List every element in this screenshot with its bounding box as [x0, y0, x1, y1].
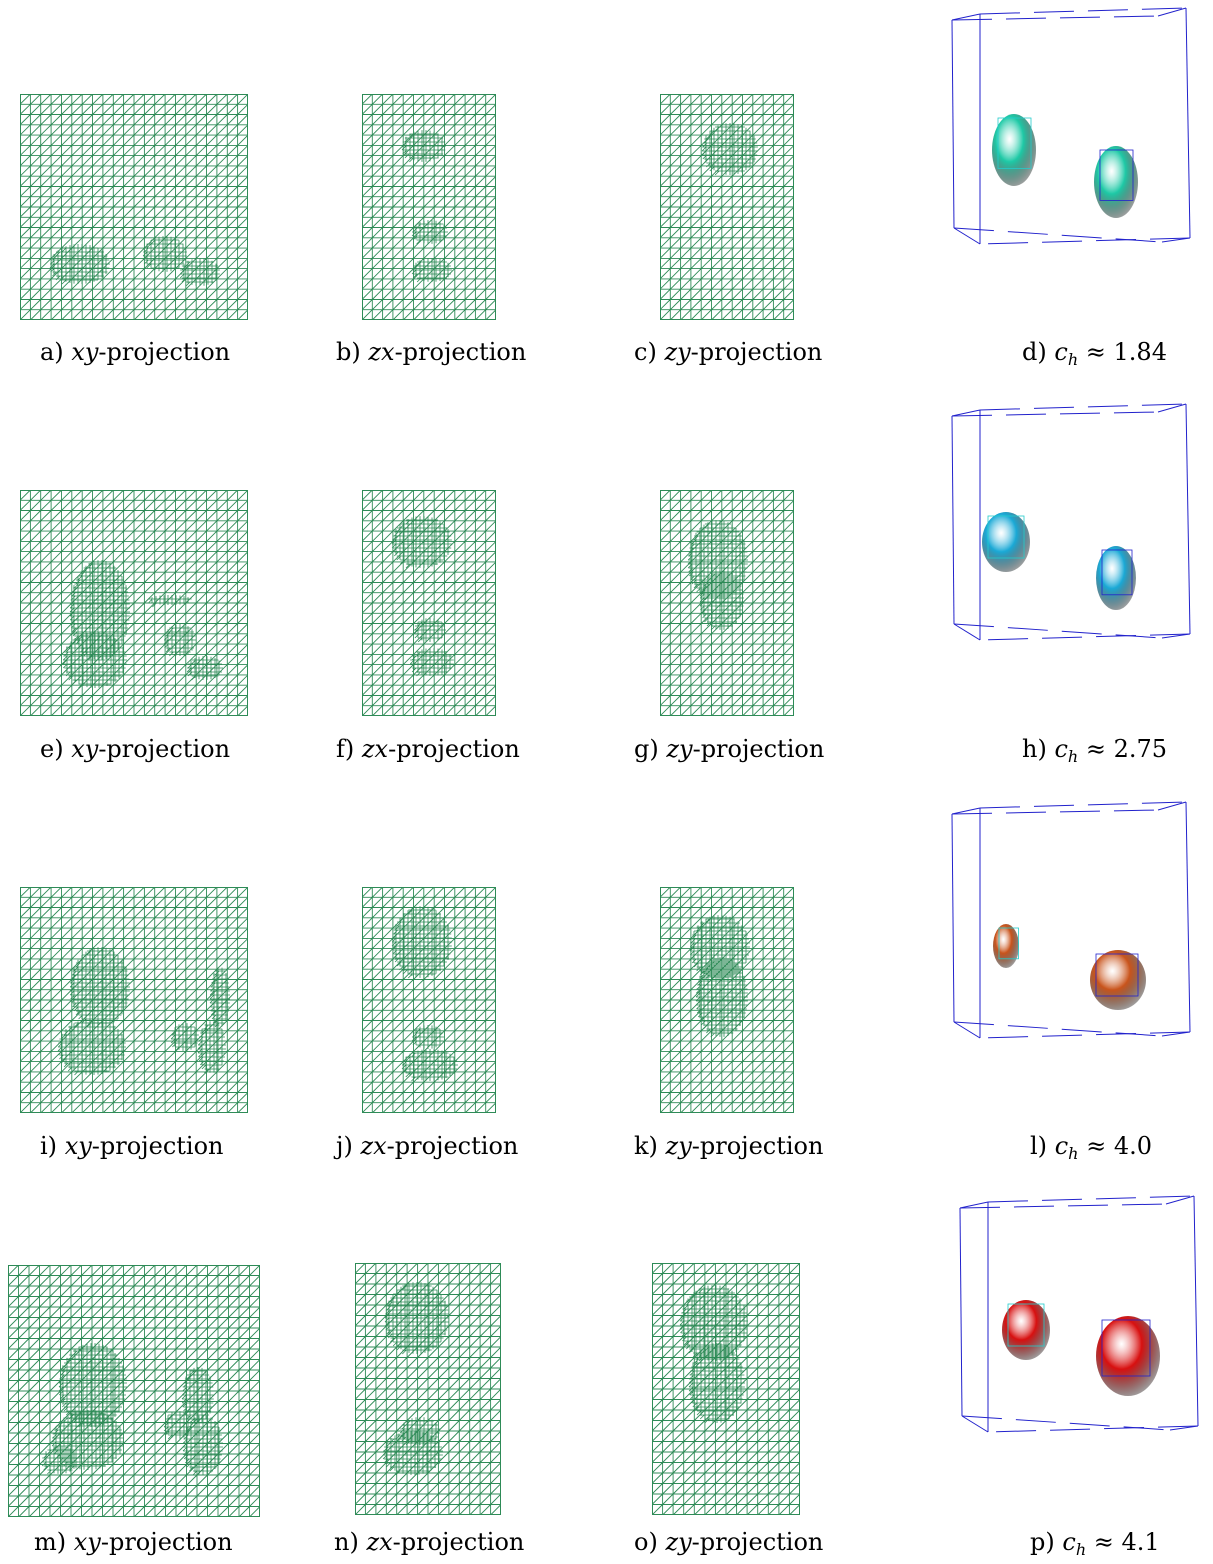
mesh-zx-projection	[362, 94, 496, 320]
mesh-zy-projection	[660, 490, 794, 716]
mesh-zx-projection	[362, 490, 496, 716]
caption-c: c) zy-projection	[634, 338, 823, 366]
mesh-zy-projection	[652, 1263, 800, 1515]
caption-i: i) xy-projection	[40, 1132, 224, 1160]
caption-p: p) ch ≈ 4.1	[1030, 1528, 1160, 1559]
mesh-xy-projection	[20, 490, 248, 716]
mesh-xy-projection	[20, 94, 248, 320]
caption-g: g) zy-projection	[634, 735, 825, 763]
isosurface-render	[951, 403, 1191, 641]
isosurface-render	[951, 7, 1191, 245]
mesh-xy-projection	[20, 887, 248, 1113]
caption-k: k) zy-projection	[634, 1132, 824, 1160]
mesh-zx-projection	[355, 1263, 501, 1515]
caption-n: n) zx-projection	[334, 1528, 525, 1556]
caption-b: b) zx-projection	[336, 338, 527, 366]
caption-a: a) xy-projection	[40, 338, 231, 366]
mesh-zy-projection	[660, 94, 794, 320]
caption-h: h) ch ≈ 2.75	[1022, 735, 1168, 766]
caption-j: j) zx-projection	[336, 1132, 519, 1160]
isosurface-render	[951, 801, 1191, 1039]
mesh-zx-projection	[362, 887, 496, 1113]
mesh-xy-projection	[8, 1265, 260, 1517]
isosurface-render	[959, 1195, 1199, 1433]
caption-f: f) zx-projection	[336, 735, 520, 763]
mesh-zy-projection	[660, 887, 794, 1113]
caption-e: e) xy-projection	[40, 735, 231, 763]
caption-d: d) ch ≈ 1.84	[1022, 338, 1167, 369]
caption-o: o) zy-projection	[634, 1528, 824, 1556]
caption-l: l) ch ≈ 4.0	[1030, 1132, 1153, 1163]
caption-m: m) xy-projection	[34, 1528, 233, 1556]
